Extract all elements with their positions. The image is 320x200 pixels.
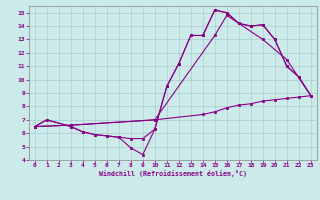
X-axis label: Windchill (Refroidissement éolien,°C): Windchill (Refroidissement éolien,°C) xyxy=(99,170,247,177)
